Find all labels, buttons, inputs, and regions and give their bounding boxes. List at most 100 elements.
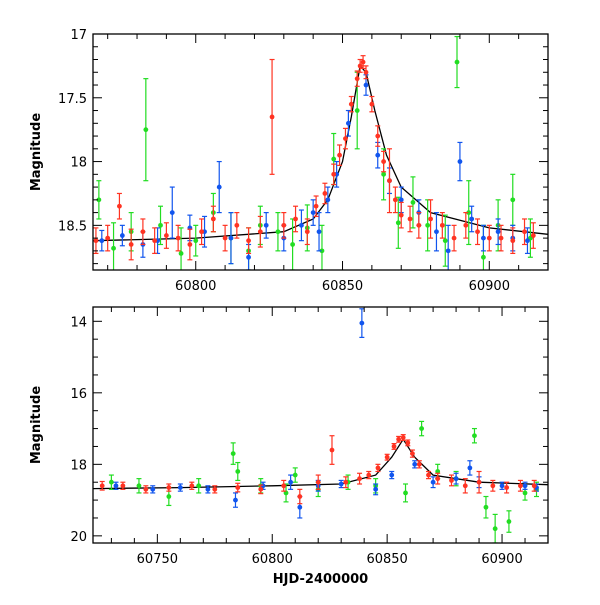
bottom-point-red-1	[120, 481, 126, 490]
top-point-red-42	[486, 224, 492, 252]
top-point-green-21	[442, 214, 448, 267]
bottom-point-red-31	[531, 479, 537, 492]
top-point-blue-13	[310, 199, 316, 226]
top-point-red-10	[210, 205, 216, 233]
top-point-blue-8	[228, 211, 234, 265]
top-point-green-27	[527, 218, 533, 258]
top-point-red-3	[128, 228, 134, 261]
top-point-green-23	[466, 180, 472, 246]
bottom-point-blue-18	[499, 481, 505, 490]
bottom-point-green-0	[108, 474, 114, 490]
top-y-tick-label-0: 17	[70, 28, 87, 43]
bottom-point-blue-12	[389, 470, 395, 480]
top-point-red-8	[187, 228, 193, 261]
top-point-red-31	[381, 150, 387, 173]
top-point-red-4	[140, 218, 146, 246]
top-x-tick-label-0: 60800	[175, 279, 216, 294]
top-point-green-0	[96, 180, 102, 220]
top-point-blue-28	[495, 218, 501, 246]
top-point-green-11	[275, 211, 281, 252]
bottom-point-red-2	[143, 485, 149, 494]
bottom-point-red-23	[426, 470, 432, 480]
bottom-point-green-1	[136, 478, 142, 494]
top-point-red-37	[428, 199, 434, 239]
bottom-y-tick-label-0: 14	[70, 315, 87, 330]
bottom-point-red-7	[258, 484, 264, 495]
bottom-point-red-24	[435, 472, 441, 485]
top-point-red-15	[269, 58, 275, 175]
bottom-point-green-4	[230, 442, 236, 465]
top-y-axis-title: Magnitude	[29, 113, 44, 192]
bottom-point-green-5	[235, 461, 241, 482]
bottom-point-green-16	[471, 427, 477, 444]
top-panel: 60800 60850 60900 17 17.5 18 18.5 Magnitude	[29, 28, 549, 294]
bottom-point-red-27	[476, 470, 482, 494]
bottom-point-blue-13	[412, 460, 418, 469]
top-point-green-26	[510, 173, 516, 226]
top-point-red-22	[337, 144, 343, 166]
bottom-point-red-28	[490, 479, 496, 492]
top-point-green-18	[395, 196, 401, 249]
top-point-red-12	[234, 211, 240, 239]
bottom-point-red-22	[416, 460, 422, 469]
bottom-point-blue-11	[373, 483, 379, 496]
top-point-blue-0	[99, 229, 105, 252]
top-point-blue-17	[345, 109, 351, 137]
top-point-green-20	[425, 199, 431, 252]
top-point-red-38	[439, 211, 445, 239]
top-point-green-12	[290, 218, 296, 270]
bottom-point-blue-10	[359, 308, 365, 338]
top-point-green-5	[178, 227, 184, 270]
top-point-red-9	[199, 218, 205, 246]
top-point-red-44	[510, 227, 516, 255]
bottom-point-red-3	[166, 483, 172, 492]
bottom-point-green-3	[196, 478, 202, 494]
bottom-plot-area	[93, 308, 548, 543]
bottom-point-red-17	[391, 442, 397, 450]
bottom-point-red-5	[212, 485, 218, 494]
top-frame	[92, 33, 549, 271]
top-point-red-1	[105, 224, 111, 252]
top-point-red-23	[342, 127, 348, 150]
bottom-point-blue-0	[113, 481, 119, 490]
top-point-blue-14	[316, 211, 322, 252]
top-point-green-1	[111, 222, 117, 270]
bottom-point-red-16	[384, 453, 390, 461]
top-point-green-3	[143, 78, 149, 182]
top-x-tick-label-2: 60900	[469, 279, 510, 294]
bottom-point-red-4	[189, 481, 195, 490]
top-point-green-6	[193, 224, 199, 257]
top-point-red-13	[246, 227, 252, 255]
bottom-point-blue-9	[338, 479, 344, 489]
top-point-red-16	[281, 211, 287, 239]
top-point-red-39	[451, 224, 457, 252]
bottom-point-red-0	[99, 480, 105, 491]
top-x-tick-label-1: 60850	[322, 279, 363, 294]
top-point-red-0	[93, 227, 99, 255]
bottom-point-red-20	[405, 439, 411, 447]
top-y-tick-label-1: 17.5	[58, 92, 87, 107]
bottom-point-green-12	[403, 483, 409, 503]
top-point-red-36	[416, 211, 422, 239]
bottom-point-red-19	[400, 434, 406, 441]
top-y-tick-label-3: 18.5	[58, 219, 87, 234]
bottom-frame	[92, 306, 549, 544]
bottom-y-tick-label-3: 20	[70, 530, 87, 545]
bottom-point-green-18	[492, 513, 498, 543]
bottom-point-blue-6	[288, 474, 294, 490]
bottom-x-tick-label-3: 60900	[481, 552, 522, 567]
bottom-point-blue-19	[522, 481, 528, 490]
top-point-red-7	[175, 224, 181, 252]
top-point-red-45	[522, 218, 528, 246]
bottom-point-blue-4	[232, 492, 238, 508]
bottom-x-axis-title: HJD-2400000	[273, 572, 368, 587]
bottom-x-tick-label-2: 60850	[366, 552, 407, 567]
top-point-red-34	[398, 201, 404, 229]
top-point-blue-1	[119, 224, 125, 247]
top-y-tick-label-2: 18	[70, 156, 87, 171]
bottom-point-red-21	[409, 449, 415, 458]
bottom-point-red-29	[504, 481, 510, 494]
bottom-x-tick-label-0: 60750	[137, 552, 178, 567]
